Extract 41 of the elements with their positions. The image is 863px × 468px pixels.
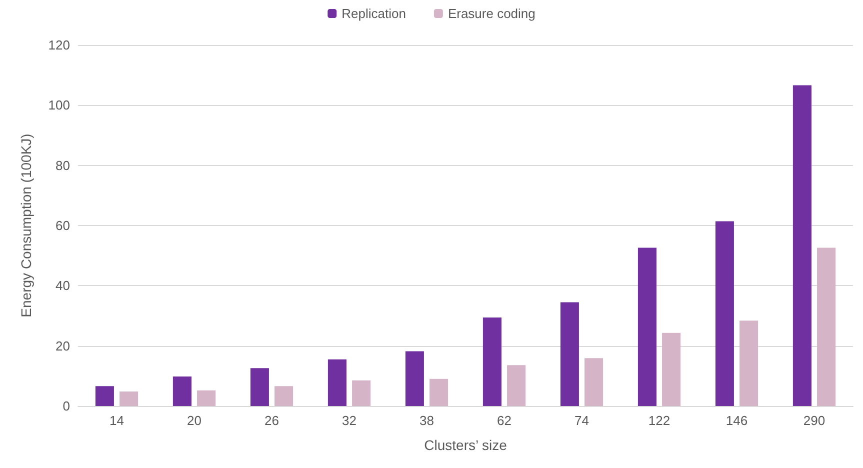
bar: [507, 365, 526, 406]
y-tick-label: 0: [62, 398, 70, 414]
bar: [274, 386, 294, 406]
x-tick-label: 32: [342, 413, 356, 428]
legend-label: Erasure coding: [448, 6, 536, 21]
x-tick-label: 38: [420, 413, 434, 428]
bar: [482, 318, 502, 406]
x-tick-label: 290: [803, 413, 826, 428]
bar: [352, 380, 371, 406]
x-tick-label: 122: [648, 413, 670, 428]
x-tick-label: 14: [110, 413, 124, 428]
bar: [715, 221, 734, 406]
bar: [662, 332, 681, 406]
y-tick-label: 100: [48, 98, 70, 113]
bar: [120, 392, 138, 406]
y-tick-label: 80: [56, 158, 70, 173]
legend-label: Replication: [342, 6, 406, 21]
x-tick-label: 20: [187, 413, 202, 428]
x-tick-label: 62: [497, 413, 512, 428]
x-tick-label: 74: [574, 413, 589, 428]
y-tick-label: 20: [56, 338, 70, 354]
bar: [560, 302, 579, 406]
y-tick-label: 40: [56, 278, 70, 294]
bar: [584, 358, 604, 406]
bar: [740, 320, 758, 406]
y-tick-label: 60: [56, 218, 70, 233]
y-tick-label: 120: [48, 38, 70, 52]
x-tick-label: 26: [264, 413, 279, 428]
bar: [430, 378, 448, 406]
y-axis-title: Energy Consumption (100KJ): [18, 134, 34, 318]
bar: [638, 248, 656, 406]
bar: [250, 368, 269, 406]
bar: [405, 351, 424, 406]
bar: [197, 390, 216, 406]
x-axis-title: Clusters’ size: [424, 437, 508, 453]
bar: [172, 376, 192, 406]
bar: [792, 85, 812, 406]
bar: [95, 386, 114, 406]
x-tick-label: 146: [726, 413, 748, 428]
bar: [328, 359, 346, 406]
bar: [817, 248, 836, 406]
